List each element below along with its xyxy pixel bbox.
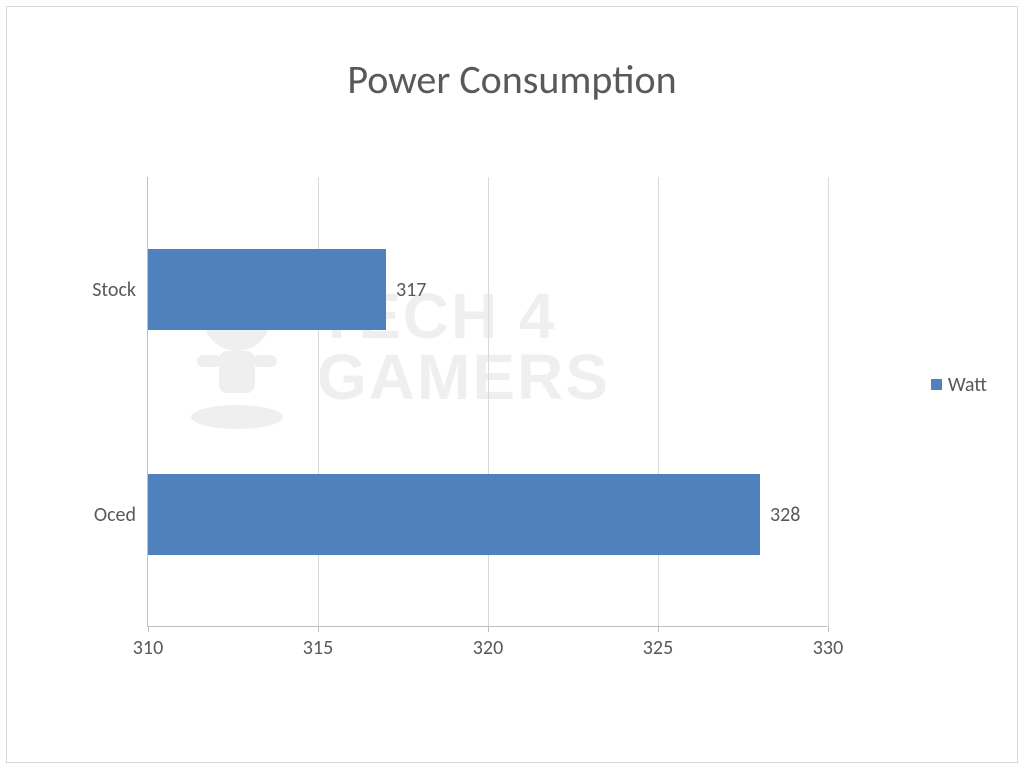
x-tick: [488, 626, 489, 632]
x-tick: [658, 626, 659, 632]
data-bar: [148, 474, 760, 555]
legend: Watt: [931, 373, 987, 397]
x-tick: [318, 626, 319, 632]
bar-value-label: 328: [770, 503, 800, 527]
x-axis-label: 330: [813, 636, 843, 660]
gridline: [658, 177, 659, 626]
x-tick: [828, 626, 829, 632]
gridline: [318, 177, 319, 626]
gridline: [828, 177, 829, 626]
chart-container: TECH 4 GAMERS Power Consumption 31031532…: [6, 6, 1018, 763]
x-axis-label: 325: [643, 636, 673, 660]
plot-area: 310315320325330Stock317Oced328: [147, 177, 827, 627]
chart-title: Power Consumption: [7, 55, 1017, 104]
bar-value-label: 317: [396, 278, 426, 302]
x-axis-label: 320: [473, 636, 503, 660]
y-axis-label: Stock: [92, 278, 136, 302]
legend-label: Watt: [948, 373, 987, 397]
x-axis-label: 315: [303, 636, 333, 660]
gridline: [488, 177, 489, 626]
x-axis-label: 310: [133, 636, 163, 660]
legend-swatch: [931, 379, 942, 390]
x-tick: [148, 626, 149, 632]
data-bar: [148, 249, 386, 330]
y-axis-label: Oced: [94, 503, 136, 527]
